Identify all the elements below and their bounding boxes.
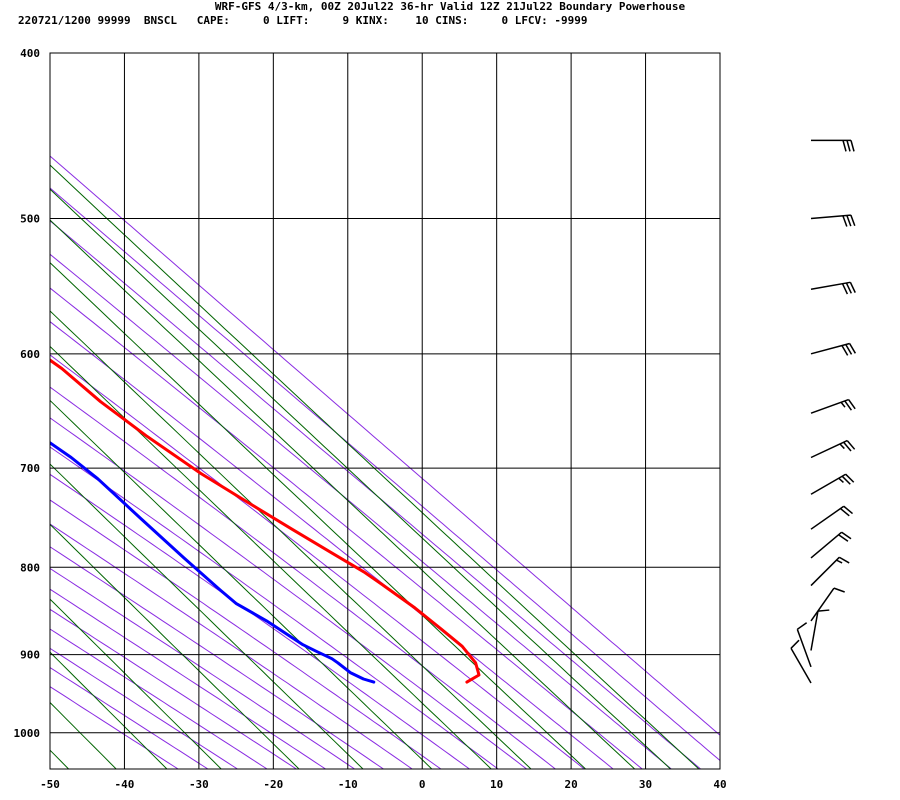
y-tick-label: 600 [20,348,40,361]
moist-adiabat [50,686,179,769]
moist-adiabat [50,155,720,736]
moist-adiabat [50,446,499,769]
moist-adiabat [50,588,326,769]
wind-barb [810,505,854,530]
wind-barb [796,622,812,668]
y-tick-label: 1000 [14,727,41,740]
wind-barb [810,556,850,587]
mixing-ratio-line [50,219,636,769]
x-tick-label: 30 [639,778,652,791]
y-tick-label: 800 [20,561,40,574]
x-tick-label: -40 [115,778,135,791]
chart-subtitle: 220721/1200 99999 BNSCL CAPE: 0 LIFT: 9 … [18,14,588,27]
y-tick-label: 500 [20,213,40,226]
x-tick-label: -20 [263,778,283,791]
mixing-ratio-line [50,598,222,769]
moist-adiabat [50,608,297,769]
axis-labels: 400 500 600 700 800 900 1000 -50 -40 -30 -20 -10 0 10… [14,47,727,791]
moist-adiabat [50,567,355,769]
wind-barb [810,531,852,559]
moist-adiabat [50,628,268,769]
mixing-ratio-line [50,701,117,769]
y-tick-label: 900 [20,649,40,662]
wind-barb [810,587,845,622]
moist-adiabat [50,499,442,769]
x-tick-label: 10 [490,778,503,791]
mixing-ratio-line [50,345,492,769]
moist-adiabat [50,473,470,769]
mixing-ratio-line [50,523,300,769]
mixing-ratio-line [50,399,433,769]
mixing-ratio-line [50,463,364,769]
mixing-ratio-line [50,188,671,769]
wind-barb [810,473,855,495]
moist-adiabat [50,386,556,769]
wind-barbs [790,139,857,684]
wind-barb [810,342,857,356]
wind-barb [810,398,856,414]
moist-adiabat [50,546,384,769]
moist-adiabat [50,321,614,769]
x-tick-label: 20 [564,778,577,791]
plot-frame [49,52,721,770]
moist-adiabat [50,666,209,769]
mixing-ratio-line [50,651,168,769]
wind-barb [810,214,856,227]
moist-adiabat [50,187,720,762]
mixing-ratio-line [50,261,586,769]
wind-barb [810,439,856,459]
wind-barb [810,609,830,651]
x-tick-label: -10 [338,778,358,791]
temperature-series-line [50,358,481,684]
moist-adiabat [50,287,643,769]
x-tick-label: -50 [40,778,60,791]
profile-lines [50,358,481,684]
moist-adiabat [50,647,238,769]
mixing-ratio-line [50,310,532,769]
moist-adiabat [50,417,527,769]
dewpoint-series-line [50,441,376,684]
wind-barb [810,281,856,295]
chart-title: WRF-GFS 4/3-km, 00Z 20Jul22 36-hr Valid … [214,0,686,13]
x-tick-label: -30 [189,778,209,791]
mixing-ratio-line [50,164,700,769]
y-tick-label: 400 [20,47,40,60]
moist-adiabat [50,523,413,769]
x-tick-label: 0 [419,778,426,791]
x-tick-label: 40 [713,778,726,791]
grid-lines [50,53,720,769]
wind-barb [811,139,855,152]
y-tick-label: 700 [20,462,40,475]
wind-barb [790,639,812,684]
